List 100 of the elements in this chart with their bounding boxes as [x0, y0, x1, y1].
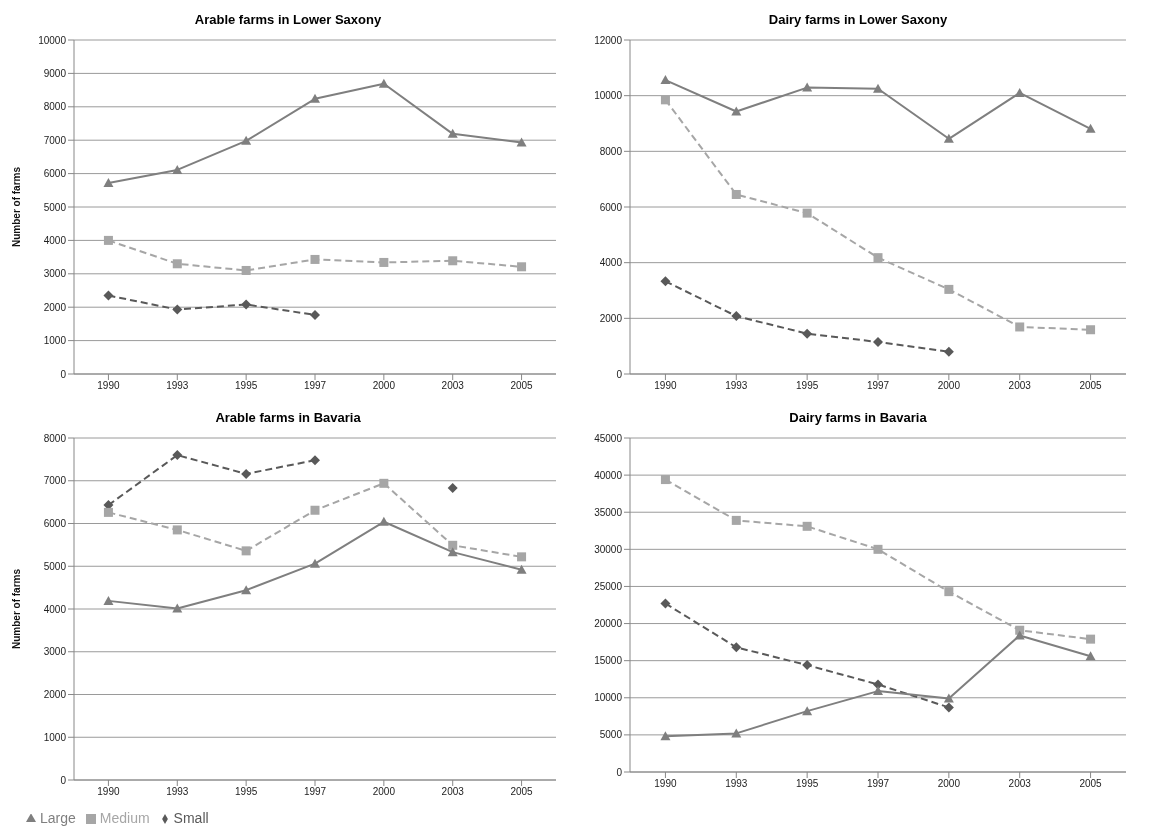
point: [873, 679, 883, 690]
y-tick-label: 7000: [43, 134, 67, 146]
y-tick-label: 45000: [594, 432, 623, 444]
point: [944, 284, 954, 294]
point: [943, 702, 954, 713]
x-tick-label: 1997: [866, 380, 890, 392]
x-tick-label: 2005: [1079, 380, 1103, 392]
y-tick-label: 10000: [594, 692, 623, 704]
point: [379, 257, 389, 267]
x-tick-label: 1995: [235, 380, 258, 392]
x-tick-label: 1995: [796, 778, 819, 790]
x-tick-label: 2000: [372, 380, 396, 392]
point: [447, 547, 458, 557]
point: [103, 595, 114, 605]
point: [873, 336, 883, 347]
x-tick-label: 2005: [1079, 778, 1103, 790]
y-tick-label: 8000: [43, 432, 67, 444]
point: [241, 585, 252, 595]
point: [731, 728, 742, 738]
point: [660, 598, 671, 609]
y-axis-title: Number of farms: [10, 568, 22, 650]
point: [873, 83, 883, 93]
point: [517, 552, 527, 562]
point: [802, 82, 813, 92]
point: [241, 468, 252, 479]
point: [241, 299, 252, 310]
point: [172, 259, 182, 269]
x-tick-label: 2003: [441, 786, 465, 798]
point: [873, 253, 883, 263]
point: [448, 256, 458, 266]
y-tick-label: 9000: [43, 67, 67, 79]
point: [172, 603, 183, 613]
legend-label: Medium: [99, 810, 150, 826]
y-tick-label: 5000: [43, 560, 67, 572]
x-tick-label: 1990: [97, 380, 120, 392]
chart-title: Arable farms in Lower Saxony: [193, 12, 383, 29]
x-tick-label: 2003: [441, 380, 465, 392]
point: [310, 93, 320, 103]
x-tick-label: 1997: [303, 786, 327, 798]
point: [802, 208, 812, 218]
point: [660, 95, 670, 105]
y-tick-label: 5000: [599, 729, 623, 741]
point: [516, 137, 527, 147]
point: [731, 189, 741, 199]
point: [943, 346, 954, 357]
y-axis-title: Number of farms: [10, 166, 22, 248]
point: [516, 564, 527, 574]
y-tick-label: 1000: [43, 335, 67, 347]
point: [172, 525, 182, 535]
point: [447, 483, 458, 494]
y-tick-label: 2000: [43, 301, 67, 313]
point: [731, 642, 742, 653]
point: [103, 235, 113, 245]
point: [660, 276, 671, 287]
y-tick-label: 4000: [599, 257, 623, 269]
x-tick-label: 2005: [510, 786, 534, 798]
y-tick-label: 20000: [594, 618, 623, 630]
point: [310, 254, 320, 264]
y-tick-label: 8000: [599, 145, 623, 157]
x-tick-label: 1995: [235, 786, 258, 798]
y-tick-label: 10000: [38, 34, 67, 46]
x-tick-label: 2003: [1008, 380, 1032, 392]
point: [172, 164, 183, 174]
y-tick-label: 6000: [43, 168, 67, 180]
point: [517, 262, 527, 272]
point: [802, 328, 813, 339]
point: [1015, 322, 1025, 332]
x-tick-label: 2003: [1008, 778, 1032, 790]
y-tick-label: 35000: [594, 506, 623, 518]
point: [1014, 87, 1025, 97]
y-tick-label: 2000: [43, 689, 67, 701]
point: [1085, 123, 1096, 133]
y-tick-label: 12000: [594, 34, 623, 46]
x-tick-label: 2005: [510, 380, 534, 392]
point: [802, 521, 812, 531]
point: [731, 515, 741, 525]
y-tick-label: 1000: [43, 731, 67, 743]
y-tick-label: 3000: [43, 646, 67, 658]
y-tick-label: 0: [60, 368, 67, 380]
chart-title: Arable farms in Bavaria: [214, 410, 362, 427]
point: [873, 544, 883, 554]
point: [310, 455, 320, 466]
x-tick-label: 1993: [725, 380, 748, 392]
point: [103, 507, 113, 517]
y-tick-label: 7000: [43, 475, 67, 487]
x-tick-label: 2000: [937, 778, 961, 790]
x-tick-label: 1995: [796, 380, 819, 392]
point: [660, 475, 670, 485]
point: [1086, 325, 1096, 335]
point: [943, 693, 954, 703]
point: [660, 731, 671, 741]
y-tick-label: 8000: [43, 101, 67, 113]
x-tick-label: 1997: [303, 380, 327, 392]
point: [873, 686, 883, 696]
point: [310, 505, 320, 515]
point: [241, 135, 252, 145]
point: [241, 265, 251, 275]
point: [731, 311, 742, 322]
x-tick-label: 2000: [937, 380, 961, 392]
y-tick-label: 4000: [43, 234, 67, 246]
